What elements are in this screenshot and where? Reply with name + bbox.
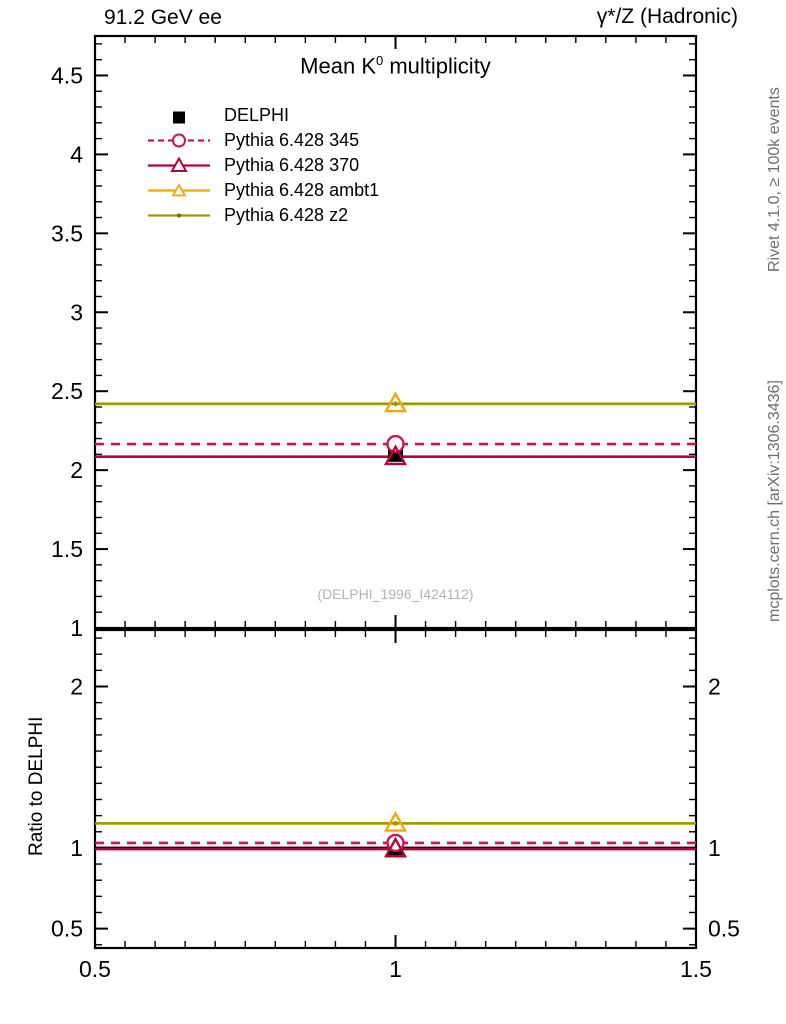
legend-label-1: Pythia 6.428 345	[224, 130, 360, 150]
legend-item-4[interactable]: Pythia 6.428 z2	[148, 203, 379, 228]
legend-item-3[interactable]: Pythia 6.428 ambt1	[148, 178, 379, 203]
legend-key-pythia-ambt1	[148, 178, 210, 203]
legend-item-1[interactable]: Pythia 6.428 345	[148, 128, 379, 153]
legend-label-2: Pythia 6.428 370	[224, 155, 360, 175]
legend-label-4: Pythia 6.428 z2	[224, 205, 349, 225]
data-marker	[383, 810, 408, 832]
legend-key-pythia-z2	[148, 203, 210, 228]
legend-item-0[interactable]: DELPHI	[148, 103, 379, 128]
y-tick-label: 3	[70, 299, 83, 325]
data-marker	[383, 391, 408, 413]
legend-key-delphi	[148, 103, 210, 128]
data-marker	[393, 401, 398, 407]
y-tick-label-right: 2	[708, 673, 721, 699]
y-tick-label-right: 0.5	[708, 916, 740, 942]
y-tick-label: 2.5	[51, 378, 83, 404]
legend-label-3: Pythia 6.428 ambt1	[224, 180, 380, 200]
y-tick-label: 0.5	[51, 916, 83, 942]
y-tick-label: 1.5	[51, 536, 83, 562]
legend-key-pythia-345	[148, 128, 210, 153]
y-tick-label: 1	[70, 835, 83, 861]
legend: DELPHI Pythia 6.428 345 Pythia 6.428 370	[148, 103, 379, 228]
legend-item-2[interactable]: Pythia 6.428 370	[148, 153, 379, 178]
header-beam-energy: 91.2 GeV ee	[104, 6, 222, 29]
data-marker	[383, 444, 408, 466]
y-tick-label-right: 1	[708, 835, 721, 861]
data-marker	[393, 820, 398, 826]
main-panel-frame	[93, 34, 698, 630]
title-superscript: 0	[376, 53, 384, 68]
ratio-panel-frame	[93, 628, 698, 950]
title-prefix: Mean K	[300, 53, 376, 79]
x-tick-label: 1.5	[680, 956, 712, 982]
header-process: γ*/Z (Hadronic)	[596, 5, 738, 28]
y-tick-label: 4.5	[51, 62, 83, 88]
data-marker	[386, 434, 405, 454]
y-tick-label: 4	[70, 141, 83, 167]
data-marker	[383, 836, 408, 858]
y-tick-label: 3.5	[51, 220, 83, 246]
legend-label-0: DELPHI	[224, 105, 290, 125]
ratio-panel: 0.5 1 1.5 0.5 0.5 1 1 2 2	[51, 628, 740, 982]
y-tick-label: 2	[70, 457, 83, 483]
y-tick-label: 1	[70, 615, 83, 641]
page-title: Mean K0 multiplicity	[95, 53, 696, 79]
legend-key-pythia-370	[148, 153, 210, 178]
main-panel: 1 1.5 2 2.5 3 3.5 4 4.5	[51, 34, 698, 641]
x-tick-label: 1	[389, 956, 402, 982]
y-tick-label: 2	[70, 673, 83, 699]
dataset-id-watermark: (DELPHI_1996_I424112)	[317, 586, 474, 602]
title-suffix: multiplicity	[383, 53, 491, 79]
x-tick-label: 0.5	[79, 956, 111, 982]
